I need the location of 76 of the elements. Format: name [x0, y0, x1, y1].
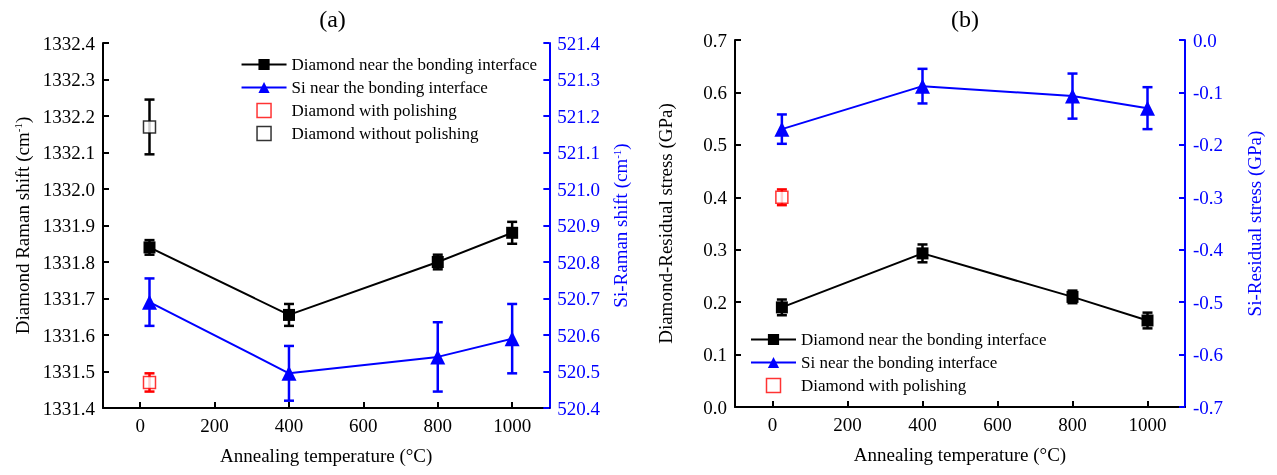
x-tick-label: 200 — [833, 414, 862, 435]
legend-label: Si near the bonding interface — [291, 78, 488, 97]
y-tick-label: 0.1 — [703, 344, 727, 366]
y-tick-label: 0.0 — [703, 396, 727, 418]
y2-axis-title: Si-Residual stress (GPa) — [1244, 130, 1266, 317]
x-tick-label: 800 — [423, 415, 453, 436]
legend-label: Diamond without polishing — [291, 124, 480, 143]
y2-tick-label: 520.9 — [557, 215, 601, 236]
y2-tick-label: 520.8 — [557, 251, 601, 273]
y-tick-label: 1331.7 — [42, 288, 95, 309]
y2-tick-label: -0.7 — [1193, 396, 1224, 418]
x-tick-label: 600 — [349, 415, 378, 436]
y2-tick-label: 521.2 — [557, 105, 601, 127]
y-tick-label: 1331.5 — [42, 361, 95, 382]
x-tick-label: 400 — [908, 414, 937, 435]
y2-axis-title: Si-Raman shift (cm-1) — [610, 143, 632, 308]
x-tick-label: 0 — [767, 414, 778, 435]
point — [430, 349, 446, 365]
y2-tick-label: 521.0 — [557, 178, 601, 200]
y-tick-label: 0.5 — [703, 134, 727, 156]
point — [915, 78, 930, 94]
y-tick-label: 1331.8 — [42, 251, 95, 273]
point — [141, 294, 157, 310]
y2-tick-label: 520.7 — [557, 288, 601, 309]
point — [774, 121, 790, 137]
y-tick-label: 1332.2 — [42, 105, 95, 127]
legend-label: Diamond with polishing — [291, 101, 458, 120]
x-tick-label: 0 — [135, 415, 145, 436]
chart-title: (a) — [319, 6, 346, 32]
x-tick-label: 200 — [200, 415, 229, 436]
y-tick-label: 0.6 — [703, 81, 727, 103]
y2-tick-label: -0.5 — [1193, 291, 1224, 313]
x-axis-title: Annealing temperature (°C) — [220, 445, 433, 467]
y-tick-label: 1332.3 — [42, 69, 95, 90]
y2-tick-label: -0.1 — [1193, 81, 1224, 103]
y-tick-label: 1331.6 — [42, 324, 95, 346]
y-tick-label: 0.4 — [703, 186, 728, 208]
y2-tick-label: 520.5 — [557, 361, 601, 382]
legend-label: Diamond with polishing — [801, 376, 967, 395]
point — [504, 331, 520, 347]
point — [282, 308, 295, 321]
point — [916, 247, 929, 260]
y-tick-label: 1331.4 — [42, 397, 96, 419]
y-tick-label: 1332.1 — [42, 142, 95, 163]
point — [506, 226, 519, 239]
y2-tick-label: -0.2 — [1193, 134, 1224, 156]
y2-tick-label: 520.4 — [557, 397, 601, 419]
point — [142, 120, 157, 134]
y2-tick-label: 520.6 — [557, 324, 601, 346]
y2-tick-label: -0.4 — [1193, 239, 1224, 261]
y-axis-title: Diamond-Residual stress (GPa) — [655, 103, 677, 344]
x-tick-label: 1000 — [493, 415, 532, 436]
chart-title: (b) — [951, 6, 979, 32]
legend-label: Diamond near the bonding interface — [801, 330, 1047, 349]
y-tick-label: 1332.4 — [42, 32, 96, 54]
x-tick-label: 800 — [1058, 414, 1087, 435]
x-tick-label: 600 — [983, 414, 1012, 435]
legend-label: Diamond near the bonding interface — [291, 55, 538, 74]
legend-label: Si near the bonding interface — [801, 353, 998, 372]
x-axis-title: Annealing temperature (°C) — [853, 444, 1067, 466]
point — [1140, 100, 1155, 116]
y2-tick-label: -0.3 — [1193, 186, 1224, 208]
x-tick-label: 400 — [274, 415, 304, 436]
y-tick-label: 0.7 — [703, 29, 727, 51]
y-tick-label: 0.3 — [703, 239, 727, 261]
y-tick-label: 1332.0 — [42, 178, 95, 200]
y-axis-title: Diamond Raman shift (cm-1) — [11, 116, 34, 335]
y-tick-label: 1331.9 — [42, 215, 95, 236]
y2-tick-label: 521.3 — [557, 69, 601, 90]
point — [1065, 88, 1080, 104]
y2-tick-label: 521.1 — [557, 142, 601, 163]
y2-tick-label: 0.0 — [1193, 29, 1217, 51]
y-tick-label: 0.2 — [703, 291, 727, 313]
y2-tick-label: -0.6 — [1193, 344, 1224, 366]
y2-tick-label: 521.4 — [557, 32, 601, 54]
x-tick-label: 1000 — [1128, 414, 1167, 435]
